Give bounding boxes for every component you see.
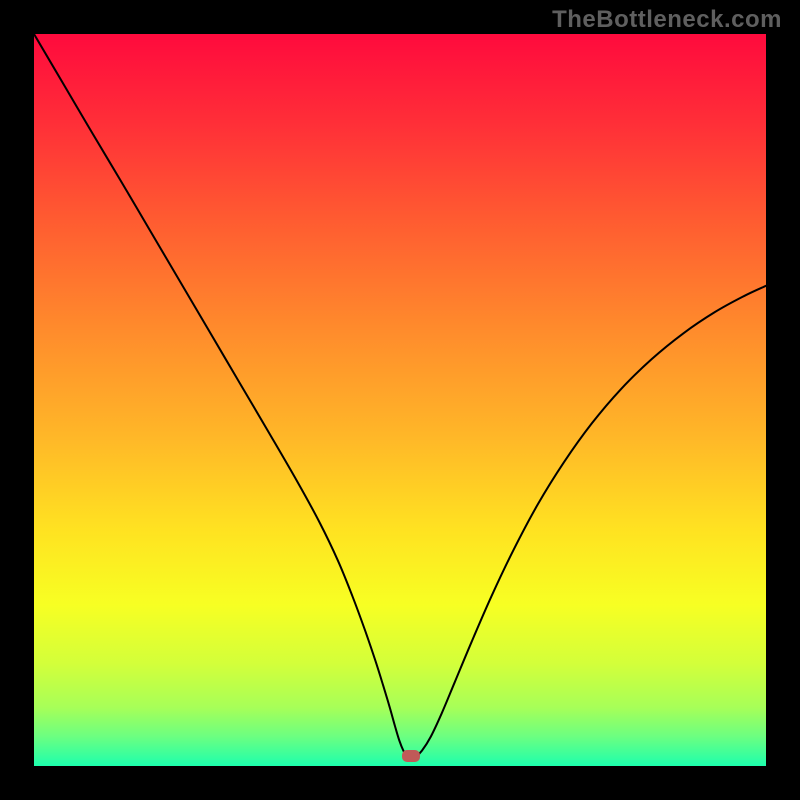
frame-right <box>766 0 800 800</box>
watermark-text: TheBottleneck.com <box>552 6 782 34</box>
optimum-marker <box>402 750 420 762</box>
frame-left <box>0 0 34 800</box>
chart-container: TheBottleneck.com <box>0 0 800 800</box>
bottleneck-curve <box>34 34 766 766</box>
plot-area <box>34 34 766 766</box>
frame-bottom <box>0 766 800 800</box>
curve-path <box>34 34 766 759</box>
